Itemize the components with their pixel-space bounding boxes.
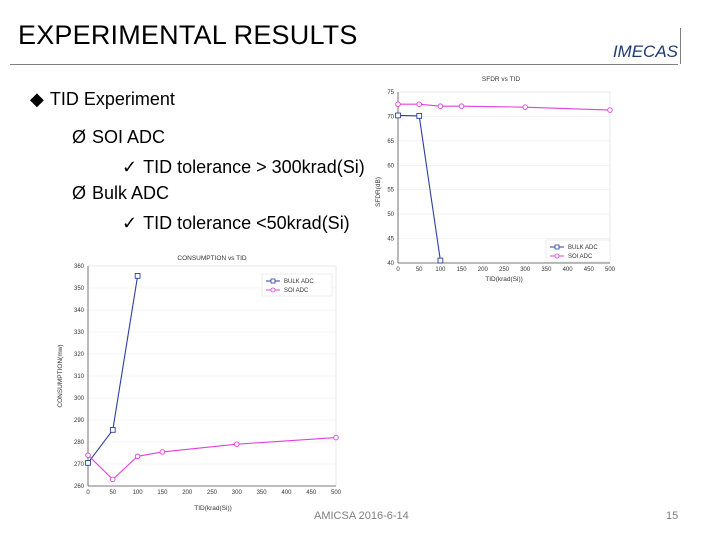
y-tick-label: 290 — [74, 418, 85, 424]
data-point — [234, 441, 240, 447]
x-tick-label: 250 — [499, 267, 510, 273]
y-tick-label: 70 — [387, 114, 394, 120]
y-tick-label: 300 — [74, 396, 85, 402]
y-tick-label: 60 — [387, 163, 394, 169]
legend-label: SOI ADC — [284, 288, 309, 294]
bullet-text: Bulk ADC — [92, 183, 170, 203]
x-axis-label: TID(krad(Si)) — [485, 276, 523, 283]
data-point — [416, 113, 423, 119]
legend-marker — [554, 253, 560, 259]
x-tick-label: 200 — [478, 267, 489, 273]
x-tick-label: 350 — [541, 267, 552, 273]
data-point — [134, 273, 141, 279]
sfdr-chart: SFDR vs TID SFDR(dB) TID(krad(Si)) 40 45 5… — [375, 76, 616, 283]
series-line — [87, 437, 337, 481]
chart-title: CONSUMPTION vs TID — [177, 255, 247, 262]
arrow-bullet-icon: Ø — [72, 127, 87, 147]
y-tick-label: 45 — [387, 237, 394, 243]
data-point — [607, 107, 613, 113]
data-point — [134, 453, 141, 460]
bullet-item: ✓ TID tolerance <50krad(Si) — [122, 214, 350, 232]
page-number: 15 — [666, 510, 679, 522]
check-bullet-icon: ✓ — [122, 213, 138, 233]
x-tick-label: 150 — [157, 490, 168, 496]
y-tick-label: 320 — [74, 352, 85, 358]
data-point — [437, 257, 444, 264]
x-tick-label: 0 — [86, 490, 90, 496]
legend-marker — [270, 278, 276, 284]
x-tick-label: 500 — [331, 490, 342, 496]
x-tick-label: 350 — [257, 490, 268, 496]
y-tick-label: 350 — [74, 286, 85, 292]
y-tick-label: 280 — [74, 440, 85, 446]
bullet-item: Ø SOI ADC — [72, 128, 165, 146]
data-point — [85, 460, 91, 466]
consumption-chart: CONSUMPTION vs TID CONSUMPTION(mw) TID(k… — [57, 255, 342, 512]
footer-text: AMICSA 2016-6-14 — [314, 510, 409, 522]
bullet-item: Ø Bulk ADC — [72, 184, 169, 202]
x-tick-label: 250 — [207, 490, 218, 496]
x-tick-label: 400 — [563, 267, 574, 273]
x-tick-label: 0 — [396, 267, 400, 273]
data-point — [395, 112, 401, 119]
bullet-item: ✓ TID tolerance > 300krad(Si) — [122, 158, 365, 176]
series-line — [398, 103, 611, 111]
x-tick-label: 50 — [416, 267, 423, 273]
x-tick-label: 450 — [584, 267, 595, 273]
y-tick-label: 260 — [74, 484, 85, 490]
plot-area — [397, 91, 611, 264]
diamond-bullet-icon: ◆ — [30, 89, 44, 109]
y-axis-label: SFDR(dB) — [375, 177, 382, 207]
y-tick-label: 310 — [74, 374, 85, 380]
y-tick-label: 50 — [387, 212, 394, 218]
y-tick-label: 75 — [387, 90, 394, 96]
legend-label: BULK ADC — [568, 245, 598, 251]
bullet-text: SOI ADC — [92, 127, 166, 147]
chart-title: SFDR vs TID — [482, 76, 520, 83]
x-tick-label: 300 — [520, 267, 531, 273]
legend-label: SOI ADC — [568, 254, 593, 260]
x-tick-label: 50 — [109, 490, 116, 496]
data-point — [159, 449, 166, 455]
x-tick-label: 100 — [435, 267, 446, 273]
data-point — [333, 434, 339, 441]
bullet-text: TID tolerance <50krad(Si) — [143, 213, 350, 233]
legend-marker — [270, 287, 276, 293]
title-divider — [10, 64, 678, 65]
x-tick-label: 300 — [232, 490, 243, 496]
x-tick-label: 150 — [457, 267, 468, 273]
legend-marker — [554, 244, 560, 250]
y-tick-label: 330 — [74, 330, 85, 336]
legend-label: BULK ADC — [284, 279, 314, 285]
data-point — [110, 476, 116, 483]
data-point — [85, 452, 91, 458]
title-divider-vertical — [680, 28, 681, 64]
y-tick-label: 340 — [74, 308, 85, 314]
bullet-text: TID Experiment — [49, 89, 175, 109]
y-tick-label: 40 — [387, 261, 394, 267]
x-tick-label: 450 — [306, 490, 317, 496]
y-axis-label: CONSUMPTION(mw) — [57, 344, 64, 407]
y-tick-label: 360 — [74, 264, 85, 270]
y-tick-label: 65 — [387, 139, 394, 145]
bullet-item: ◆ TID Experiment — [30, 90, 175, 108]
x-axis-label: TID(krad(Si)) — [194, 505, 232, 512]
data-point — [522, 104, 528, 110]
data-point — [458, 103, 465, 109]
check-bullet-icon: ✓ — [122, 157, 138, 177]
y-tick-label: 55 — [387, 188, 394, 194]
brand-label: IMECAS — [612, 42, 678, 61]
data-point — [416, 101, 422, 107]
slide-title: EXPERIMENTAL RESULTS — [18, 20, 358, 50]
x-tick-label: 500 — [605, 267, 616, 273]
data-point — [395, 101, 401, 107]
x-tick-label: 400 — [281, 490, 292, 496]
y-tick-label: 270 — [74, 462, 85, 468]
arrow-bullet-icon: Ø — [72, 183, 87, 203]
bullet-text: TID tolerance > 300krad(Si) — [143, 157, 365, 177]
data-point — [109, 427, 116, 433]
x-tick-label: 100 — [133, 490, 144, 496]
x-tick-label: 200 — [182, 490, 193, 496]
data-point — [437, 103, 444, 109]
